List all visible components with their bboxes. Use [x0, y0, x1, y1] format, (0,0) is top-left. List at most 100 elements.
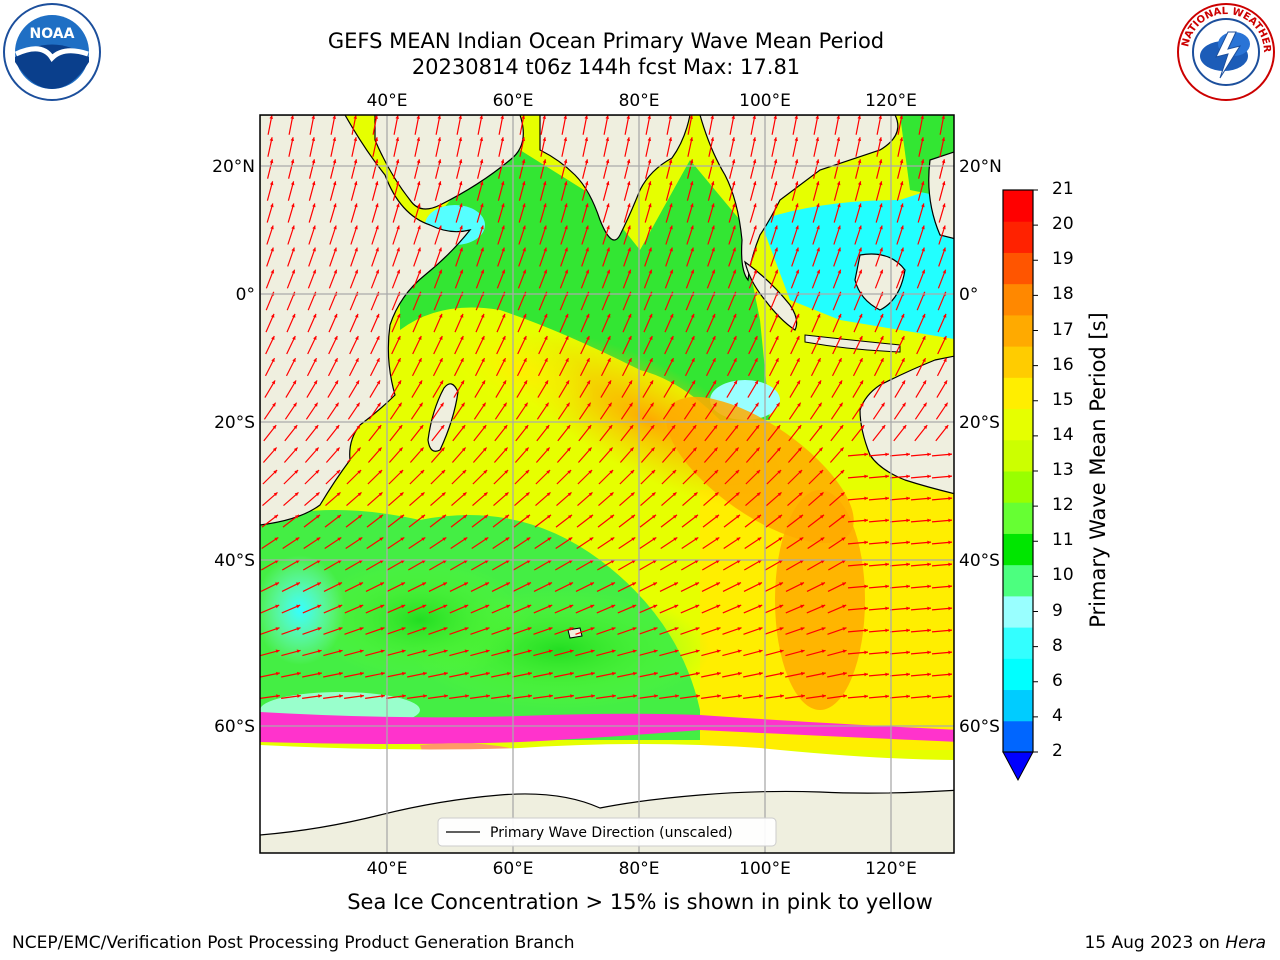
wave-arrow-head [632, 604, 637, 609]
wave-arrow-head [753, 247, 757, 252]
wave-arrow-head [585, 247, 589, 252]
wave-arrow-head [418, 358, 422, 363]
wave-arrow-head [396, 313, 401, 318]
wave-arrow-head [568, 537, 573, 541]
wave-arrow-head [276, 694, 280, 698]
wave-arrow-head [543, 225, 547, 230]
wave-arrow-head [380, 627, 385, 631]
wave-arrow-head [589, 514, 593, 519]
wave-arrow-head [336, 492, 341, 497]
wave-arrow-head [817, 358, 821, 363]
wave-arrow-head [794, 115, 798, 119]
wave-arrow-head [296, 649, 301, 653]
wave-arrow-head [565, 380, 570, 385]
wave-arrow-head [777, 492, 782, 497]
wave-arrow-head [396, 225, 400, 230]
wave-arrow-head [480, 203, 484, 208]
wave-arrow-head [374, 115, 378, 119]
wave-arrow-head [506, 671, 511, 676]
wave-arrow-head [647, 137, 652, 142]
wave-arrow-head [899, 159, 904, 164]
wave-arrow-head [754, 380, 759, 385]
wave-arrow-head [927, 474, 931, 479]
wave-arrow-head [906, 694, 910, 699]
wave-arrow-head [459, 203, 463, 208]
wave-arrow-head [569, 671, 574, 676]
wave-arrow-head [737, 671, 742, 676]
wave-arrow-head [941, 159, 946, 164]
wave-arrow-head [547, 537, 552, 541]
colorbar-extend-min [1002, 751, 1034, 782]
wave-arrow-head [673, 537, 678, 541]
wave-arrow-head [312, 313, 317, 318]
wave-arrow-head [752, 181, 757, 186]
wave-arrow-head [755, 402, 759, 407]
wave-arrow-head [421, 537, 426, 541]
colorbar-tick-label: 11 [1052, 530, 1074, 551]
wave-arrow-head [878, 159, 883, 164]
wave-arrow-head [566, 447, 571, 452]
lon-tick-label: 120°E [865, 859, 917, 879]
wave-arrow-head [626, 137, 631, 142]
wave-arrow-head [379, 537, 384, 541]
wave-arrow-head [610, 514, 614, 519]
wave-arrow-head [689, 159, 694, 164]
wave-arrow-head [524, 447, 529, 452]
wave-arrow-head [354, 269, 358, 274]
colorbar-segment [1003, 533, 1033, 566]
wave-arrow-head [313, 380, 318, 385]
wave-arrow-head [397, 336, 401, 340]
wave-arrow-head [626, 181, 631, 186]
wave-arrow-head [611, 671, 616, 676]
wave-arrow-head [880, 358, 884, 363]
wave-arrow-head [521, 181, 526, 186]
wave-arrow-head [312, 269, 316, 274]
wave-arrow-head [815, 115, 819, 119]
wave-arrow-head [836, 181, 841, 186]
wave-arrow-head [481, 380, 486, 385]
wave-arrow-head [864, 540, 868, 545]
wave-arrow-head [503, 402, 507, 407]
wave-arrow-head [843, 694, 847, 698]
wave-arrow-head [820, 537, 825, 541]
wave-arrow-head [440, 402, 444, 407]
wave-arrow-head [542, 159, 547, 164]
wave-arrow-head [606, 225, 610, 230]
wave-arrow-head [480, 225, 484, 230]
wave-arrow-head [443, 582, 447, 586]
wave-arrow-head [274, 560, 279, 564]
wave-arrow-head [691, 380, 696, 385]
wave-arrow-head [292, 358, 296, 363]
wave-arrow-head [522, 313, 527, 318]
wave-arrow-head [313, 336, 317, 340]
wave-arrow-head [653, 582, 657, 586]
wave-arrow-head [647, 181, 652, 186]
wave-arrow-head [822, 694, 826, 698]
wave-arrow-head [505, 537, 510, 541]
wave-arrow-head [948, 518, 952, 523]
wave-arrow-head [421, 514, 425, 519]
wave-arrow-head [335, 447, 340, 452]
wave-arrow-head [673, 514, 677, 519]
wave-arrow-head [653, 649, 658, 653]
wave-arrow-head [737, 627, 742, 631]
wave-arrow-head [796, 380, 801, 385]
wave-arrow-head [484, 560, 489, 564]
colorbar-tick-label: 17 [1052, 319, 1074, 340]
wave-arrow-head [611, 604, 616, 609]
wave-arrow-head [417, 313, 422, 318]
wave-arrow-head [311, 181, 316, 186]
wave-arrow-head [548, 604, 553, 609]
wave-arrow-head [773, 181, 778, 186]
wave-arrow-head [628, 358, 632, 363]
wave-arrow-head [864, 606, 868, 611]
wave-direction-arrows [260, 115, 953, 699]
wave-arrow-head [922, 336, 926, 340]
wave-arrow-head [900, 225, 904, 230]
chart-title: GEFS MEAN Indian Ocean Primary Wave Mean… [327, 29, 885, 53]
wave-arrow-head [480, 269, 484, 274]
wave-arrow-head [674, 671, 679, 676]
chart-subtitle: 20230814 t06z 144h fcst Max: 17.81 [411, 55, 801, 79]
wave-arrow-head [542, 181, 547, 186]
wave-arrow-head [586, 336, 590, 340]
